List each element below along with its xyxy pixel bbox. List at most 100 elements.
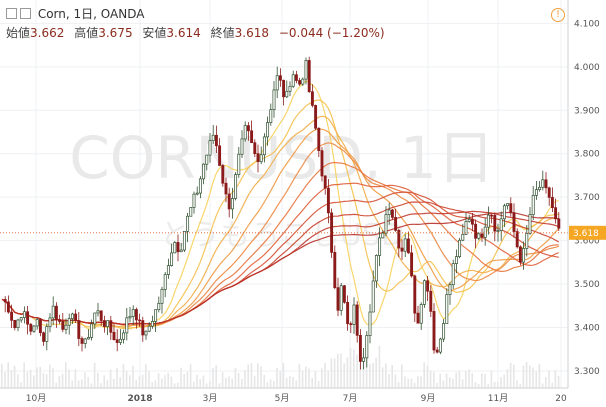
candle-body — [499, 218, 503, 231]
time-axis-bg — [0, 388, 606, 407]
candle-body — [221, 165, 225, 184]
candle-body — [176, 242, 180, 253]
volume-bar — [529, 365, 531, 388]
info-icon[interactable]: ! — [551, 8, 565, 22]
volume-bar — [554, 370, 557, 388]
candle-body — [61, 321, 65, 330]
volume-bar — [100, 383, 102, 388]
candle-body — [435, 349, 439, 353]
candle-body — [310, 91, 314, 106]
volume-bar — [141, 374, 144, 388]
volume-bar — [49, 364, 51, 388]
candle-body — [195, 192, 199, 195]
candle-body — [410, 252, 414, 277]
candle-body — [544, 179, 548, 189]
volume-bar — [535, 371, 537, 388]
volume-bar — [362, 352, 365, 388]
volume-bar — [20, 382, 22, 388]
volume-bar — [541, 383, 544, 388]
volume-bar — [295, 380, 297, 388]
volume-bar — [81, 379, 83, 388]
volume-bar — [378, 345, 381, 388]
candle-body — [419, 304, 423, 324]
volume-bar — [497, 382, 499, 388]
symbol-header: Corn, 1日, OANDA — [6, 5, 144, 22]
y-tick-label: 3.500 — [574, 280, 600, 290]
candle-body — [189, 207, 193, 217]
volume-bar — [487, 383, 489, 388]
volume-bar — [65, 362, 67, 388]
candle-body — [445, 294, 449, 324]
volume-bar — [138, 376, 141, 388]
volume-bar — [349, 347, 352, 388]
x-tick-label: 3月 — [203, 393, 218, 404]
candle-body — [509, 203, 513, 214]
volume-bar — [458, 371, 461, 388]
volume-bar — [353, 349, 355, 388]
volume-bar — [465, 371, 467, 388]
candle-body — [138, 319, 142, 322]
candle-body — [339, 285, 343, 311]
candle-body — [454, 256, 458, 264]
candle-body — [538, 186, 542, 190]
candle-body — [461, 233, 465, 241]
volume-bar — [29, 369, 32, 388]
volume-bar — [125, 370, 128, 388]
volume-bar — [317, 381, 320, 388]
candle-body — [278, 75, 282, 81]
candle-body — [266, 122, 270, 138]
volume-bar — [314, 371, 317, 388]
collapse-icon[interactable] — [6, 8, 17, 19]
volume-bar — [279, 371, 281, 388]
volume-bar — [52, 368, 54, 388]
candle-body — [426, 280, 430, 292]
y-tick-label: 4.000 — [574, 63, 600, 73]
x-tick-label: 10月 — [26, 393, 46, 404]
volume-bar — [420, 376, 422, 388]
candle-body — [518, 246, 522, 263]
candle-body — [48, 317, 52, 328]
volume-bar — [58, 375, 61, 388]
volume-bar — [276, 368, 278, 388]
candle-body — [166, 265, 170, 275]
volume-bar — [269, 379, 272, 388]
candle-body — [429, 290, 433, 312]
volume-bar — [250, 363, 253, 388]
candle-body — [198, 178, 202, 194]
ma-ribbon-line — [1, 80, 559, 330]
candle-body — [550, 197, 554, 208]
volume-bar — [500, 377, 502, 388]
candle-body — [336, 287, 340, 311]
candle-body — [362, 357, 366, 362]
candle-body — [227, 193, 231, 210]
high-label: 高値 — [74, 26, 99, 40]
volume-bar — [253, 375, 256, 388]
volume-bar — [330, 358, 333, 388]
candle-body — [365, 335, 369, 359]
candle-body — [45, 326, 49, 342]
candle-body — [323, 175, 327, 189]
volume-bar — [4, 372, 6, 388]
price-axis-bg — [568, 0, 606, 407]
candle-body — [51, 305, 55, 319]
volume-bar — [36, 367, 38, 388]
volume-bar — [461, 379, 464, 388]
candle-body — [528, 214, 532, 234]
candle-body — [77, 320, 81, 339]
volume-bar — [257, 363, 259, 388]
volume-bar — [189, 364, 192, 388]
volume-bar — [532, 367, 534, 388]
volume-bar — [202, 375, 205, 388]
expand-icon[interactable] — [20, 8, 31, 19]
volume-bar — [247, 364, 249, 388]
volume-bar — [433, 372, 435, 388]
candle-body — [26, 311, 30, 325]
volume-bar — [113, 378, 115, 388]
candle-body — [70, 313, 74, 319]
volume-bar — [551, 382, 553, 388]
volume-bar — [55, 382, 57, 388]
volume-bar — [381, 367, 384, 388]
candle-body — [381, 232, 385, 239]
